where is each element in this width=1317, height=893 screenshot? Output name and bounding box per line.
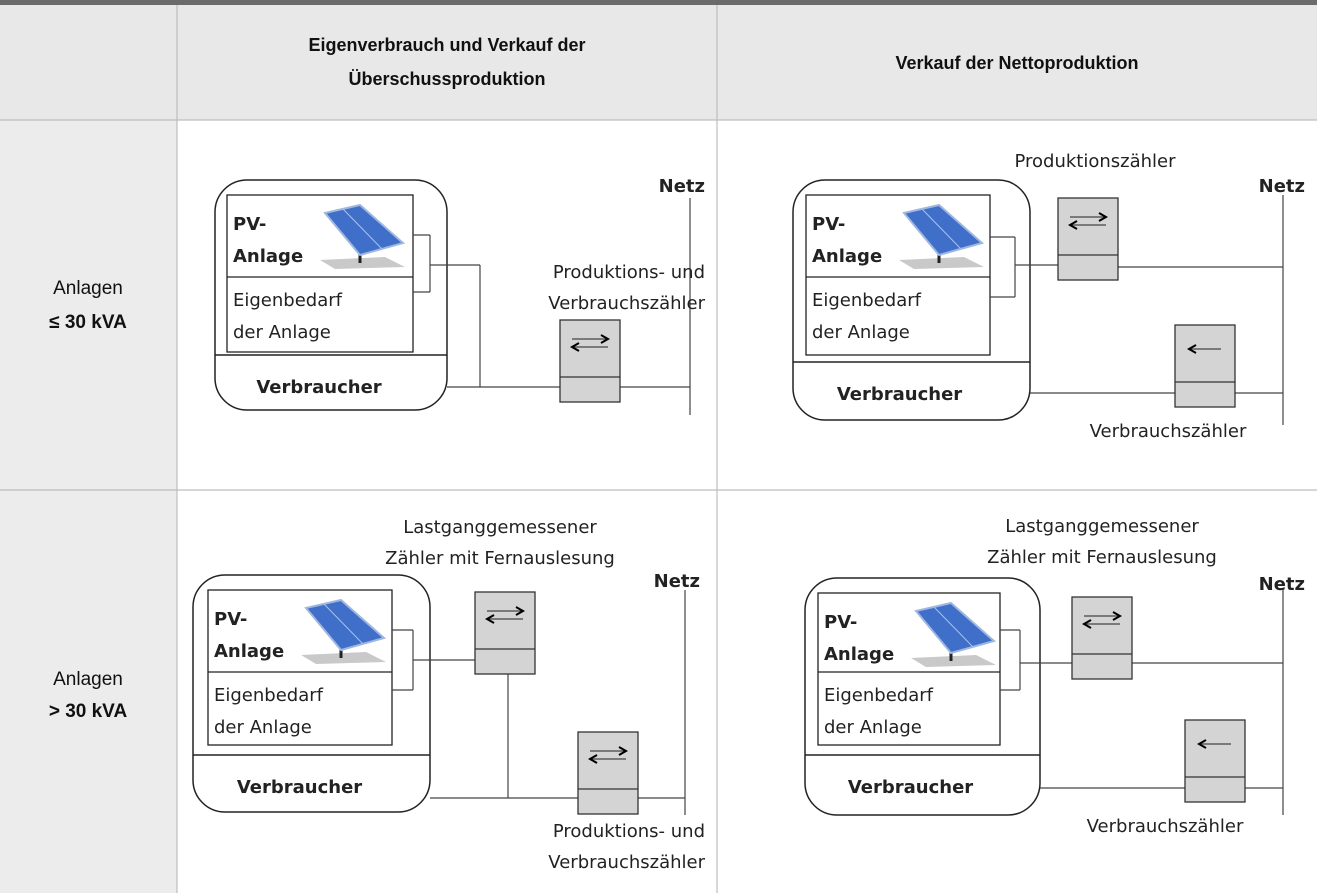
grid-label: Netz [659,176,705,197]
pv-label: PV- [824,612,857,633]
column-header: Verkauf der Nettoproduktion [895,53,1138,73]
meter [474,591,536,675]
panel-grid [921,208,962,250]
top-bar [0,0,1317,5]
panel-shadow [301,652,386,664]
meter [559,319,621,403]
panel-shadow [899,257,984,269]
meter-label: Verbrauchszähler [1087,816,1244,837]
row-threshold: ≤ 30 kVA [49,312,127,333]
arrow-head [1081,619,1092,629]
panel-grid [342,208,383,250]
pv-label: Anlage [812,246,882,267]
meter-label: Produktions- und [553,262,705,283]
meter [1071,596,1133,680]
own-use-label: Eigenbedarf [214,685,324,706]
panel-grid [323,603,364,645]
header-row [0,5,1317,120]
row-label: Anlagen [53,278,123,299]
plant-box [207,589,393,746]
consumer-label: Verbraucher [837,384,962,405]
arrow-head [1196,739,1207,749]
pv-label: PV- [214,609,247,630]
pv-label: Anlage [233,246,303,267]
arrow-head [587,754,598,764]
meter [1174,324,1236,408]
arrow-head [1186,344,1197,354]
meter-label: Produktionszähler [1014,151,1176,172]
own-use-label: Eigenbedarf [812,290,922,311]
cell-borders [0,5,1317,893]
arrow-head [515,606,526,616]
pv-label: Anlage [214,641,284,662]
row-label: Anlagen [53,669,123,690]
column-header: Eigenverbrauch und Verkauf der [308,35,585,55]
row-threshold: > 30 kVA [49,701,128,722]
own-use-label: der Anlage [214,717,312,738]
pv-label: Anlage [824,644,894,665]
arrow-head [600,334,611,344]
label-column [0,120,177,893]
panel-grid [933,606,974,648]
plant-box [226,194,414,353]
meter-label: Verbrauchszähler [548,293,705,314]
pv-label: PV- [233,214,266,235]
arrow-head [1112,611,1123,621]
arrow-head [484,614,495,624]
own-use-label: der Anlage [824,717,922,738]
meter-label: Zähler mit Fernauslesung [987,547,1217,568]
meter-label: Lastganggemessener [403,517,597,538]
meter-label: Verbrauchszähler [1090,421,1247,442]
column-header: Überschussproduktion [348,69,545,89]
meter [1184,719,1246,803]
own-use-label: Eigenbedarf [233,290,343,311]
meter-label: Produktions- und [553,821,705,842]
meter [577,731,639,815]
arrow-head [569,342,580,352]
own-use-label: der Anlage [812,322,910,343]
meter [1057,197,1119,281]
own-use-label: Eigenbedarf [824,685,934,706]
meter-label: Zähler mit Fernauslesung [385,548,615,569]
panel-shadow [320,257,405,269]
arrow-head [1067,220,1078,230]
panel-shadow [911,655,996,667]
arrow-head [1098,212,1109,222]
grid-label: Netz [1259,574,1305,595]
own-use-label: der Anlage [233,322,331,343]
consumer-label: Verbraucher [237,777,362,798]
pv-label: PV- [812,214,845,235]
meter-label: Lastganggemessener [1005,516,1199,537]
arrow-head [618,746,629,756]
meter-label: Verbrauchszähler [548,852,705,873]
consumer-label: Verbraucher [848,777,973,798]
grid-label: Netz [1259,176,1305,197]
grid-label: Netz [654,571,700,592]
consumer-label: Verbraucher [256,377,381,398]
